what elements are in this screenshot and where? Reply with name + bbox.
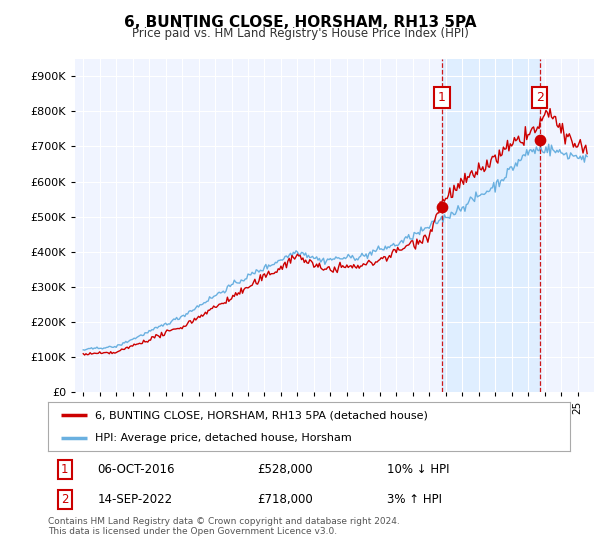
Text: Price paid vs. HM Land Registry's House Price Index (HPI): Price paid vs. HM Land Registry's House …	[131, 27, 469, 40]
Text: 1: 1	[438, 91, 446, 104]
Text: 2: 2	[536, 91, 544, 104]
Text: 06-OCT-2016: 06-OCT-2016	[98, 463, 175, 476]
Text: HPI: Average price, detached house, Horsham: HPI: Average price, detached house, Hors…	[95, 433, 352, 444]
Text: 6, BUNTING CLOSE, HORSHAM, RH13 5PA (detached house): 6, BUNTING CLOSE, HORSHAM, RH13 5PA (det…	[95, 410, 428, 421]
Text: Contains HM Land Registry data © Crown copyright and database right 2024.
This d: Contains HM Land Registry data © Crown c…	[48, 517, 400, 536]
Point	[437, 202, 447, 211]
Text: 10% ↓ HPI: 10% ↓ HPI	[388, 463, 450, 476]
Text: 2: 2	[61, 493, 68, 506]
Bar	[442, 59, 540, 392]
Text: £528,000: £528,000	[257, 463, 313, 476]
Text: 6, BUNTING CLOSE, HORSHAM, RH13 5PA: 6, BUNTING CLOSE, HORSHAM, RH13 5PA	[124, 15, 476, 30]
Text: 3% ↑ HPI: 3% ↑ HPI	[388, 493, 442, 506]
Text: 1: 1	[61, 463, 68, 476]
Text: £718,000: £718,000	[257, 493, 313, 506]
Text: 14-SEP-2022: 14-SEP-2022	[98, 493, 173, 506]
Point	[535, 136, 545, 144]
